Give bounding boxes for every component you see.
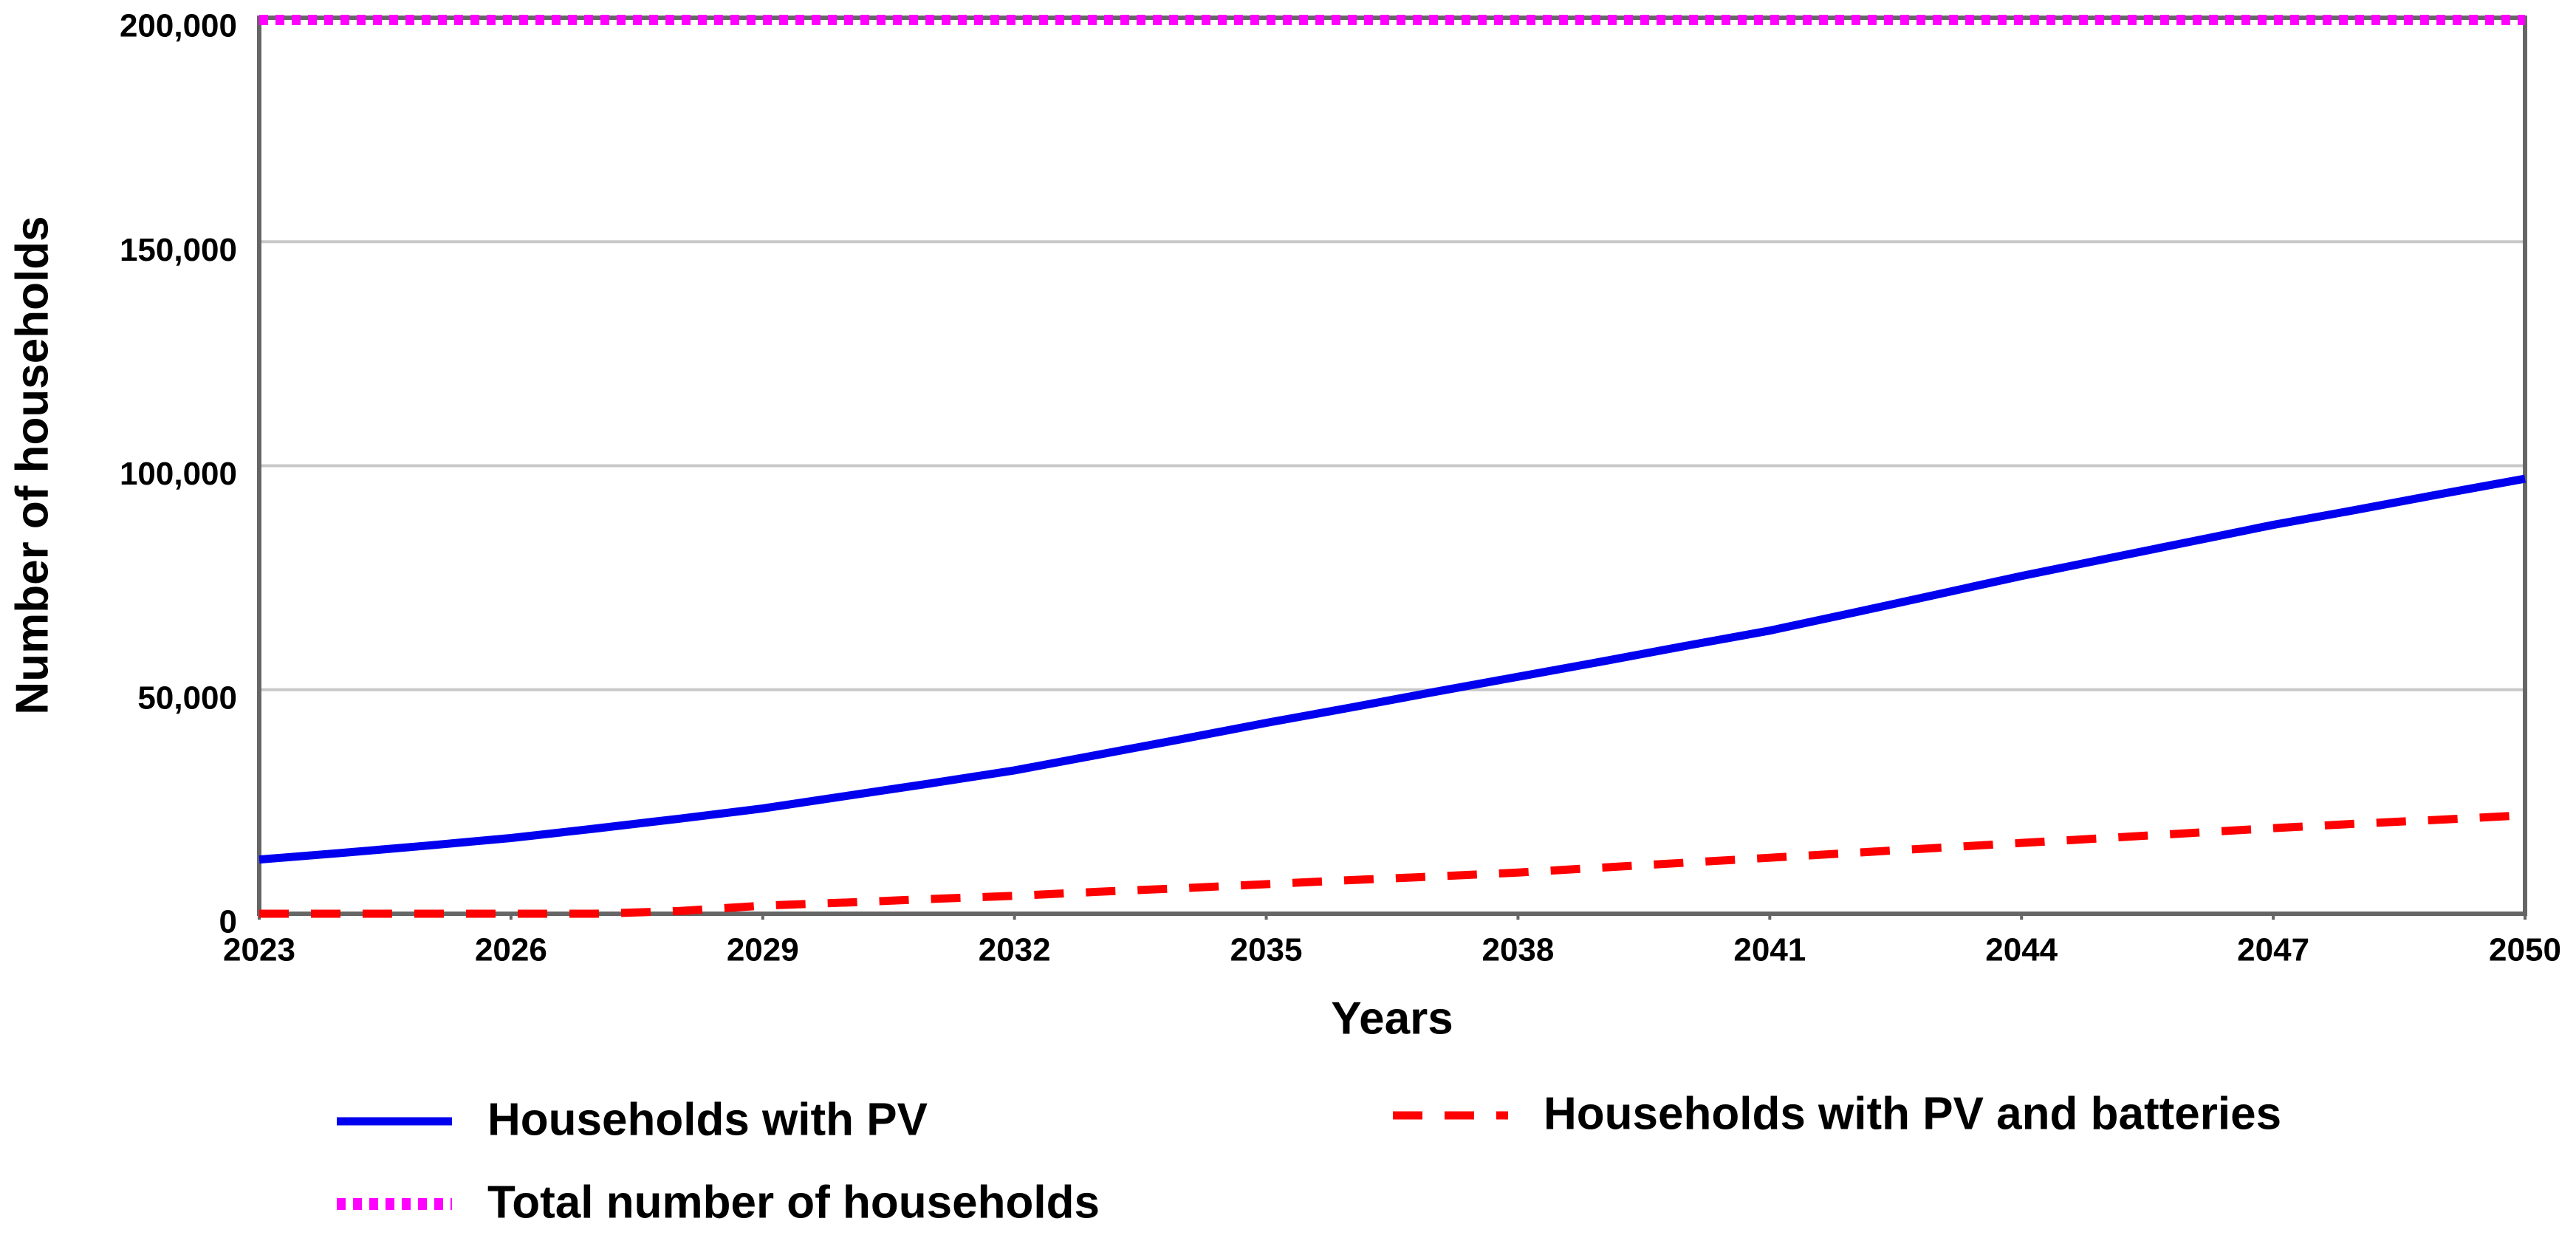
x-tick-label: 2038 [1481,932,1554,968]
x-tick-label: 2041 [1733,932,1806,968]
x-axis-title: Years [1331,993,1453,1044]
x-tick-label: 2032 [979,932,1051,968]
plot-frame [257,16,2527,916]
legend-label: Households with PV [487,1094,928,1145]
legend-label: Total number of households [487,1177,1100,1228]
x-tick-label: 2035 [1230,932,1303,968]
x-tick-label: 2026 [475,932,547,968]
x-tick-label: 2029 [727,932,799,968]
y-tick-label: 100,000 [120,456,237,492]
series-line [258,474,2526,864]
y-tick-label: 200,000 [120,8,237,44]
series-line [259,811,2526,918]
y-tick-label: 50,000 [137,680,237,716]
x-tick-label: 2023 [223,932,295,968]
x-tick-label: 2044 [1985,932,2058,968]
y-axis-title: Number of households [7,216,58,714]
x-tick-label: 2047 [2237,932,2309,968]
y-tick-label: 0 [219,904,237,940]
y-tick-label: 150,000 [120,232,237,268]
legend-label: Households with PV and batteries [1544,1088,2281,1139]
x-tick-label: 2050 [2489,932,2561,968]
